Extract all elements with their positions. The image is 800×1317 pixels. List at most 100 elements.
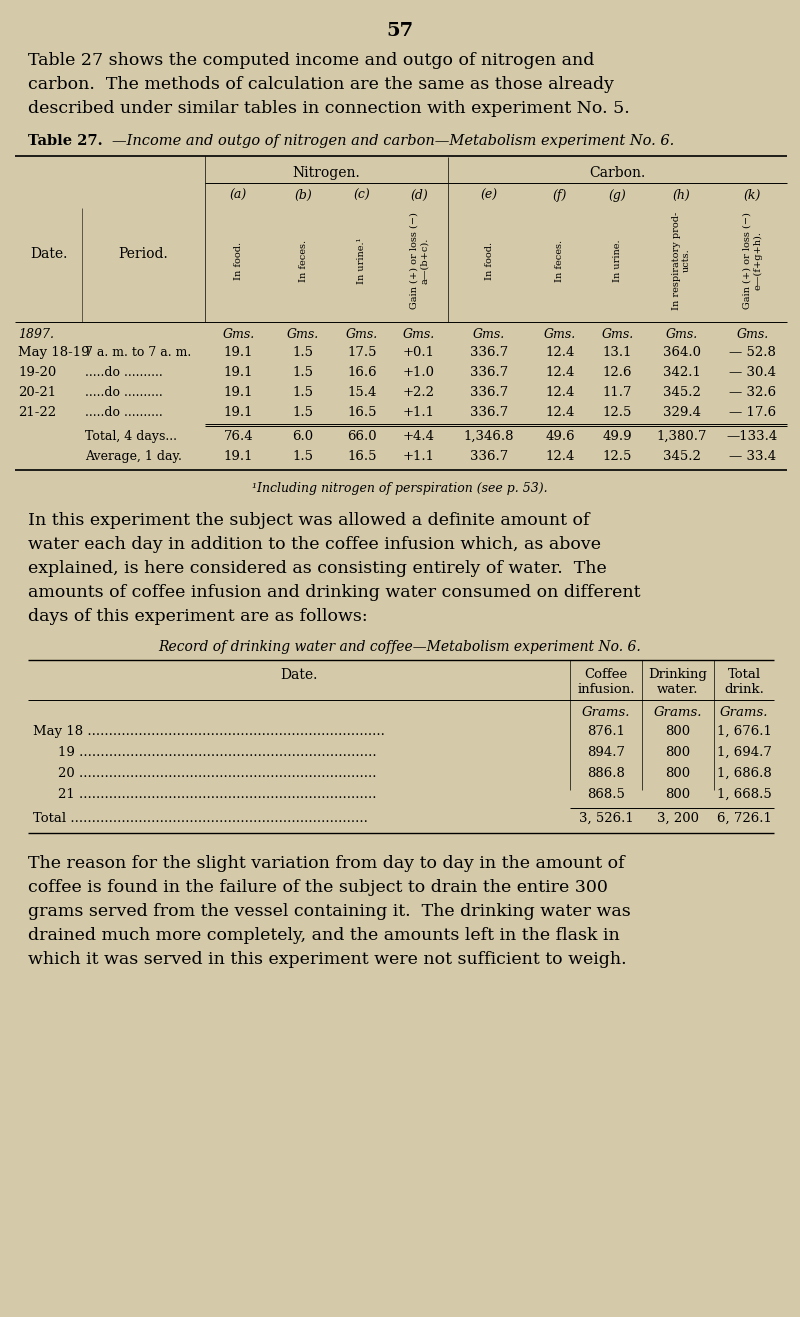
- Text: In feces.: In feces.: [555, 240, 565, 282]
- Text: drained much more completely, and the amounts left in the flask in: drained much more completely, and the am…: [28, 927, 620, 944]
- Text: .....do ..........: .....do ..........: [85, 406, 162, 419]
- Text: 19.1: 19.1: [224, 346, 254, 360]
- Text: 16.6: 16.6: [347, 366, 377, 379]
- Text: Gms.: Gms.: [544, 328, 576, 341]
- Text: 16.5: 16.5: [347, 450, 377, 464]
- Text: — 33.4: — 33.4: [729, 450, 776, 464]
- Text: 800: 800: [666, 724, 690, 738]
- Text: 345.2: 345.2: [662, 386, 701, 399]
- Text: Gms.: Gms.: [473, 328, 505, 341]
- Text: 1, 686.8: 1, 686.8: [717, 766, 771, 780]
- Text: 13.1: 13.1: [602, 346, 632, 360]
- Text: carbon.  The methods of calculation are the same as those already: carbon. The methods of calculation are t…: [28, 76, 614, 94]
- Text: coffee is found in the failure of the subject to drain the entire 300: coffee is found in the failure of the su…: [28, 878, 608, 896]
- Text: 3, 526.1: 3, 526.1: [578, 813, 634, 824]
- Text: +2.2: +2.2: [403, 386, 435, 399]
- Text: In feces.: In feces.: [298, 240, 307, 282]
- Text: (b): (b): [294, 190, 312, 202]
- Text: 16.5: 16.5: [347, 406, 377, 419]
- Text: In food.: In food.: [234, 241, 243, 279]
- Text: 1, 676.1: 1, 676.1: [717, 724, 771, 738]
- Text: 49.6: 49.6: [545, 429, 575, 443]
- Text: 19.1: 19.1: [224, 406, 254, 419]
- Text: 1,380.7: 1,380.7: [656, 429, 706, 443]
- Text: 19 ......................................................................: 19 .....................................…: [58, 745, 377, 759]
- Text: (f): (f): [553, 190, 567, 202]
- Text: (a): (a): [230, 190, 247, 202]
- Text: In this experiment the subject was allowed a definite amount of: In this experiment the subject was allow…: [28, 512, 590, 529]
- Text: Average, 1 day.: Average, 1 day.: [85, 450, 182, 464]
- Text: 17.5: 17.5: [347, 346, 377, 360]
- Text: 894.7: 894.7: [587, 745, 625, 759]
- Text: In urine.¹: In urine.¹: [358, 237, 366, 283]
- Text: water each day in addition to the coffee infusion which, as above: water each day in addition to the coffee…: [28, 536, 601, 553]
- Text: 336.7: 336.7: [470, 450, 508, 464]
- Text: 1, 668.5: 1, 668.5: [717, 788, 771, 801]
- Text: Carbon.: Carbon.: [590, 166, 646, 180]
- Text: In urine.: In urine.: [613, 240, 622, 282]
- Text: explained, is here considered as consisting entirely of water.  The: explained, is here considered as consist…: [28, 560, 606, 577]
- Text: .....do ..........: .....do ..........: [85, 386, 162, 399]
- Text: 15.4: 15.4: [347, 386, 377, 399]
- Text: —Income and outgo of nitrogen and carbon—Metabolism experiment No. 6.: —Income and outgo of nitrogen and carbon…: [112, 134, 674, 148]
- Text: 1.5: 1.5: [293, 386, 314, 399]
- Text: 800: 800: [666, 766, 690, 780]
- Text: Table 27 shows the computed income and outgo of nitrogen and: Table 27 shows the computed income and o…: [28, 51, 594, 68]
- Text: (h): (h): [673, 190, 690, 202]
- Text: 49.9: 49.9: [602, 429, 632, 443]
- Text: Gms.: Gms.: [346, 328, 378, 341]
- Text: 12.5: 12.5: [603, 450, 632, 464]
- Text: — 30.4: — 30.4: [729, 366, 776, 379]
- Text: Gain (+) or loss (−)
e—(f+g+h).: Gain (+) or loss (−) e—(f+g+h).: [742, 212, 762, 309]
- Text: (e): (e): [481, 190, 498, 202]
- Text: Table 27.: Table 27.: [28, 134, 102, 148]
- Text: 364.0: 364.0: [662, 346, 701, 360]
- Text: 11.7: 11.7: [602, 386, 632, 399]
- Text: +1.1: +1.1: [403, 406, 435, 419]
- Text: 336.7: 336.7: [470, 386, 508, 399]
- Text: +1.1: +1.1: [403, 450, 435, 464]
- Text: Gms.: Gms.: [602, 328, 634, 341]
- Text: 345.2: 345.2: [662, 450, 701, 464]
- Text: 342.1: 342.1: [662, 366, 701, 379]
- Text: 12.4: 12.4: [546, 386, 574, 399]
- Text: May 18-19: May 18-19: [18, 346, 90, 360]
- Text: Gms.: Gms.: [287, 328, 319, 341]
- Text: 19.1: 19.1: [224, 386, 254, 399]
- Text: 19.1: 19.1: [224, 366, 254, 379]
- Text: 1.5: 1.5: [293, 406, 314, 419]
- Text: Grams.: Grams.: [654, 706, 702, 719]
- Text: Total, 4 days...: Total, 4 days...: [85, 429, 177, 443]
- Text: 1.5: 1.5: [293, 346, 314, 360]
- Text: Gms.: Gms.: [666, 328, 698, 341]
- Text: 76.4: 76.4: [224, 429, 254, 443]
- Text: 19-20: 19-20: [18, 366, 56, 379]
- Text: Gain (+) or loss (−)
a—(b+c).: Gain (+) or loss (−) a—(b+c).: [410, 212, 429, 309]
- Text: 1,346.8: 1,346.8: [464, 429, 514, 443]
- Text: 7 a. m. to 7 a. m.: 7 a. m. to 7 a. m.: [85, 346, 191, 360]
- Text: Grams.: Grams.: [720, 706, 768, 719]
- Text: 876.1: 876.1: [587, 724, 625, 738]
- Text: 12.4: 12.4: [546, 366, 574, 379]
- Text: 336.7: 336.7: [470, 366, 508, 379]
- Text: 800: 800: [666, 788, 690, 801]
- Text: 20-21: 20-21: [18, 386, 56, 399]
- Text: Gms.: Gms.: [222, 328, 254, 341]
- Text: — 32.6: — 32.6: [729, 386, 776, 399]
- Text: 12.4: 12.4: [546, 346, 574, 360]
- Text: 66.0: 66.0: [347, 429, 377, 443]
- Text: Drinking
water.: Drinking water.: [649, 668, 707, 695]
- Text: described under similar tables in connection with experiment No. 5.: described under similar tables in connec…: [28, 100, 630, 117]
- Text: 6, 726.1: 6, 726.1: [717, 813, 771, 824]
- Text: (g): (g): [609, 190, 626, 202]
- Text: Total ......................................................................: Total ..................................…: [33, 813, 368, 824]
- Text: 21-22: 21-22: [18, 406, 56, 419]
- Text: 12.6: 12.6: [602, 366, 632, 379]
- Text: 20 ......................................................................: 20 .....................................…: [58, 766, 377, 780]
- Text: Coffee
infusion.: Coffee infusion.: [578, 668, 634, 695]
- Text: Nitrogen.: Nitrogen.: [293, 166, 360, 180]
- Text: (k): (k): [744, 190, 761, 202]
- Text: +1.0: +1.0: [403, 366, 435, 379]
- Text: — 17.6: — 17.6: [729, 406, 776, 419]
- Text: —133.4: —133.4: [727, 429, 778, 443]
